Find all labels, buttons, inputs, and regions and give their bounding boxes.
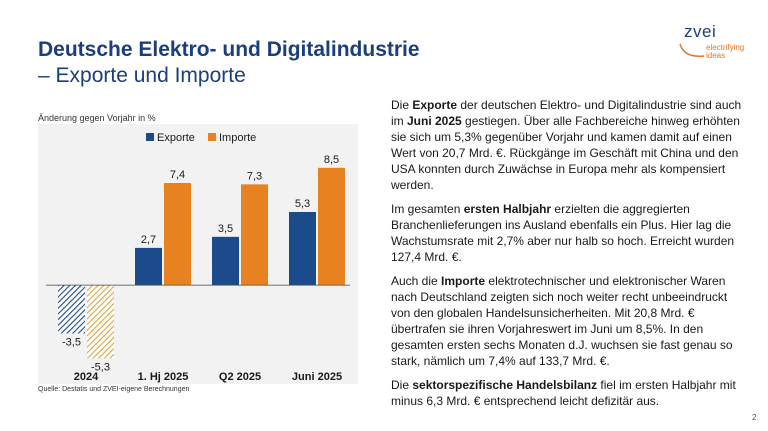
legend-swatch-0 (146, 133, 154, 141)
page-number: 2 (752, 413, 757, 422)
data-label-1-1: 7,4 (170, 169, 185, 181)
data-label-1-3: 8,5 (324, 154, 339, 166)
bold-run: ersten Halbjahr (463, 202, 552, 216)
paragraph-exports: Die Exporte der deutschen Elektro- und D… (391, 97, 747, 193)
bold-run: Exporte (412, 98, 458, 112)
bold-run: sektorspezifische Handelsbilanz (412, 378, 598, 392)
logo-tagline-1: electrifying (706, 43, 745, 52)
text-run: der deutschen Elektro- und Digitalindust… (391, 98, 742, 128)
bar-0-1 (135, 247, 162, 286)
data-label-1-2: 7,3 (247, 170, 262, 182)
logo-swoosh-icon (679, 43, 705, 57)
logo-word: zvei (684, 22, 717, 41)
paragraph-imports: Auch die Importe elektrotechnischer und … (391, 273, 747, 369)
page-title: Deutsche Elektro- und Digitalindustrie (38, 38, 420, 61)
text-run: Die (391, 378, 413, 392)
category-label-1: 1. Hj 2025 (138, 371, 189, 383)
text-run: erzielten die aggregierten Branchenliefe… (391, 202, 735, 264)
bold-run: Juni 2025 (407, 114, 462, 128)
paragraph-trade-balance: Die sektorspezifische Handelsbilanz fiel… (391, 377, 747, 409)
category-label-3: Juni 2025 (292, 371, 342, 383)
data-label-0-0: -3,5 (62, 336, 81, 348)
data-label-0-3: 5,3 (295, 198, 310, 210)
logo-tagline-2: ideas (706, 51, 726, 60)
text-run: gestiegen. Über alle Fachbereiche hinweg… (391, 114, 740, 192)
bold-run: Importe (441, 274, 486, 288)
chart-panel: Exporte Importe -3,5 -5,3 2,7 7,4 3,5 7,3 5,3 8,… (38, 124, 358, 384)
chart-y-axis-label: Änderung gegen Vorjahr in % (38, 113, 156, 123)
commentary-text: Die Exporte der deutschen Elektro- und D… (391, 97, 747, 417)
category-label-0: 2024 (74, 371, 99, 383)
category-label-2: Q2 2025 (219, 371, 261, 383)
text-run: fiel im ersten Halbjahr mit minus 6,3 Mr… (391, 378, 736, 408)
bar-chart: Exporte Importe -3,5 -5,3 2,7 7,4 3,5 7,3 5,3 8,… (46, 132, 350, 383)
chart-legend: Exporte Importe (146, 132, 256, 144)
text-run: Im gesamten (391, 202, 464, 216)
bar-0-3 (289, 211, 316, 286)
bar-0-0 (58, 285, 85, 334)
page-subtitle: – Exporte und Importe (38, 64, 246, 87)
legend-label-1: Importe (219, 132, 256, 144)
legend-label-0: Exporte (157, 132, 195, 144)
legend-swatch-1 (208, 133, 216, 141)
text-run: elektrotechnischer und elektronischer Wa… (391, 274, 733, 368)
paragraph-first-half: Im gesamten ersten Halbjahr erzielten di… (391, 201, 747, 265)
bar-0-2 (212, 236, 239, 286)
bar-1-1 (164, 182, 191, 286)
zvei-logo: zvei electrifying ideas (676, 22, 746, 62)
bar-1-2 (241, 184, 268, 286)
bar-1-0 (87, 285, 114, 359)
bar-1-3 (318, 167, 345, 286)
text-run: Die (391, 98, 413, 112)
source-note: Quelle: Destatis und ZVEI-eigene Berechn… (38, 386, 190, 393)
data-label-0-1: 2,7 (141, 234, 156, 246)
data-label-0-2: 3,5 (218, 223, 233, 235)
text-run: Auch die (391, 274, 442, 288)
data-label-1-0: -5,3 (91, 361, 110, 373)
